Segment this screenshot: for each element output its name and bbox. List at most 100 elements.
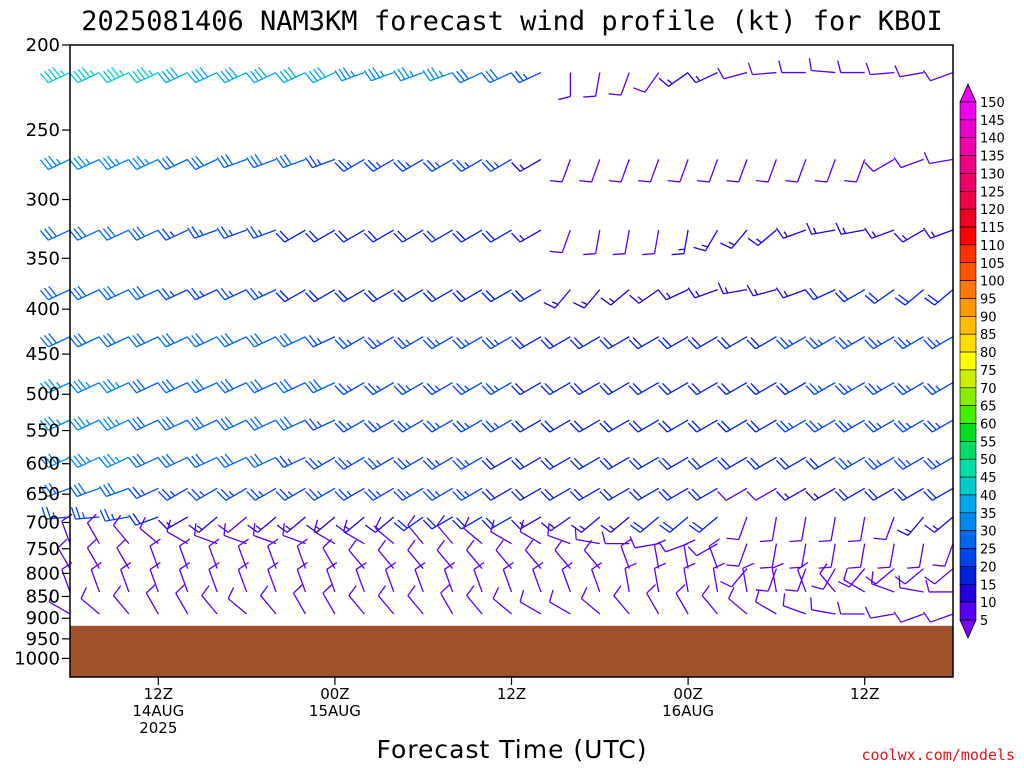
wind-barb [393, 67, 424, 82]
wind-barb [452, 289, 483, 303]
wind-barb [348, 585, 365, 615]
wind-barb [693, 229, 719, 252]
wind-barb [481, 516, 512, 530]
wind-barb [746, 456, 777, 470]
colorbar-label: 50 [980, 453, 997, 468]
wind-barb [393, 419, 424, 433]
wind-barb [69, 226, 100, 241]
wind-barb [726, 543, 748, 567]
colorbar-label: 110 [980, 239, 1005, 254]
wind-barb [510, 70, 542, 84]
wind-barb [112, 585, 130, 615]
wind-barb [128, 486, 159, 500]
wind-barb [864, 606, 895, 619]
wind-barb [187, 333, 218, 348]
wind-barb [923, 151, 954, 165]
wind-barb [628, 382, 659, 396]
wind-barb [549, 229, 571, 254]
wind-barb [922, 70, 954, 82]
wind-barb [393, 336, 424, 350]
wind-barb [149, 561, 161, 593]
colorbar-swatch [959, 316, 977, 335]
wind-barb [775, 456, 807, 470]
x-tick-label: 12Z [850, 685, 879, 703]
credit-link[interactable]: coolwx.com/models [861, 746, 1015, 764]
y-tick-label: 550 [26, 421, 60, 442]
wind-barb [717, 419, 748, 433]
wind-barb [237, 561, 250, 593]
wind-barb [275, 416, 306, 431]
wind-barb [540, 487, 571, 501]
wind-barb [187, 287, 218, 301]
wind-barb [69, 416, 100, 431]
wind-barb [608, 72, 630, 96]
wind-barb [120, 561, 132, 593]
wind-barb [742, 562, 755, 593]
wind-barb [276, 516, 306, 533]
wind-barb [322, 584, 336, 615]
wind-barb [98, 155, 130, 171]
wind-barb [923, 419, 954, 433]
colorbar-label: 10 [980, 596, 997, 611]
wind-barb [260, 585, 277, 615]
colorbar-swatch [959, 494, 977, 514]
wind-barb [246, 153, 277, 169]
wind-barb [922, 227, 954, 239]
wind-barb [128, 378, 159, 394]
wind-barb [275, 229, 306, 243]
wind-barb [157, 287, 189, 301]
wind-barb [683, 562, 696, 593]
wind-barb [296, 561, 308, 593]
colorbar-label: 130 [980, 167, 1005, 182]
colorbar-label: 35 [980, 507, 997, 522]
wind-barb [782, 593, 807, 615]
colorbar-label: 5 [980, 614, 988, 629]
wind-barb [422, 456, 453, 470]
wind-barb [326, 561, 338, 593]
colorbar-label: 150 [980, 96, 1005, 111]
colorbar-label: 100 [980, 275, 1005, 290]
colorbar-swatch [959, 423, 977, 442]
wind-barb [599, 419, 630, 433]
wind-barb [481, 419, 512, 433]
wind-barb [245, 378, 277, 394]
wind-barb [98, 416, 130, 431]
wind-barb [175, 584, 189, 615]
wind-barb [69, 285, 100, 301]
wind-barb [98, 378, 130, 394]
wind-barb [583, 72, 601, 98]
wind-barb [306, 516, 336, 533]
wind-barb [658, 487, 689, 501]
wind-barb [687, 419, 718, 433]
wind-barb [569, 336, 601, 350]
wind-barb [275, 487, 306, 501]
y-tick-label: 850 [26, 586, 60, 607]
wind-barb [511, 289, 542, 303]
wind-barb [818, 516, 836, 543]
wind-barb [638, 159, 660, 183]
wind-barb [187, 226, 218, 239]
speed-colorbar: 5 10 15 20 25 30 35 40 45 50 55 60 65 70 75 80 85 90 95 100… [959, 83, 1005, 639]
wind-barb [624, 562, 637, 593]
wind-barb [717, 336, 748, 350]
wind-barb [894, 568, 924, 585]
wind-barb [157, 155, 189, 171]
wind-barb [877, 543, 895, 569]
wind-barb [561, 561, 573, 593]
wind-barb [726, 159, 748, 183]
wind-barb [511, 336, 542, 350]
wind-barb [41, 506, 71, 520]
colorbar-max-arrow [959, 83, 977, 103]
wind-barb [811, 568, 836, 590]
wind-barb [864, 382, 895, 396]
wind-barb [805, 382, 836, 396]
colorbar-swatch [959, 101, 977, 121]
wind-barb [696, 159, 719, 183]
wind-barb [407, 539, 424, 569]
wind-barb [157, 453, 189, 469]
wind-barb [495, 539, 512, 569]
wind-barb [805, 287, 836, 301]
wind-barb [452, 229, 483, 243]
